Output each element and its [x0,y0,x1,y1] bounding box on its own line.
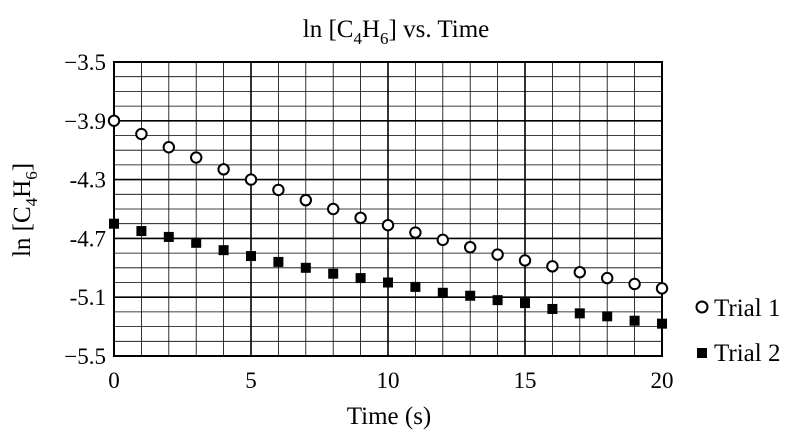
y-tick-label: -5.1 [70,285,106,310]
legend-marker-trial-2 [697,348,707,358]
data-point-trial-1 [162,141,176,154]
data-point-trial-2 [629,315,640,326]
data-point-trial-1 [573,266,586,279]
data-point-trial-1 [244,173,258,186]
data-point-trial-1 [217,163,230,176]
data-point-trial-2 [410,281,421,292]
data-point-trial-2 [218,245,229,256]
plot-frame [113,61,663,357]
data-point-trial-2 [163,231,174,242]
y-tick-label: −3.9 [64,109,106,134]
data-point-trial-1 [107,114,121,128]
y-tick-label: −5.5 [64,344,106,369]
data-point-trial-1 [628,277,641,291]
data-point-trial-1 [135,127,148,141]
data-point-trial-2 [273,256,284,267]
data-point-trial-1 [190,151,203,164]
y-tick-label: −3.5 [64,50,106,75]
data-point-trial-2 [191,237,202,248]
data-point-trial-1 [518,254,532,267]
x-tick-label: 20 [651,368,674,393]
data-points [107,114,669,329]
data-point-trial-1 [354,211,367,225]
data-point-trial-1 [327,202,340,216]
legend: Trial 1 Trial 2 [695,295,780,367]
data-point-trial-2 [657,318,667,329]
data-point-trial-1 [272,183,285,197]
data-point-trial-2 [602,311,613,322]
data-point-trial-2 [355,273,366,284]
tick-labels: 0 5 10 15 20 −3.5 −3.9 -4.3 -4.7 -5.1 −5.5 [64,50,673,393]
data-point-trial-2 [383,277,393,288]
y-tick-label: -4.7 [70,226,106,251]
y-axis-label: ln [C4H6] [9,163,41,257]
legend-label-trial-2: Trial 2 [714,340,780,367]
chart-title: ln [C4H6] vs. Time [303,16,490,48]
data-point-trial-1 [655,282,669,295]
data-point-trial-2 [109,218,119,229]
data-point-trial-2 [328,268,339,279]
data-point-trial-1 [299,193,312,207]
x-tick-label: 15 [514,368,537,393]
data-point-trial-2 [520,298,530,309]
data-point-trial-1 [546,260,559,273]
x-tick-label: 10 [377,368,400,393]
x-axis-label: Time (s) [347,403,432,430]
data-point-trial-2 [300,262,311,273]
data-point-trial-2 [465,290,476,301]
data-point-trial-2 [437,287,448,298]
data-point-trial-1 [436,233,449,247]
x-tick-label: 5 [245,368,257,393]
y-tick-label: -4.3 [70,168,106,193]
x-tick-label: 0 [108,368,120,393]
data-point-trial-2 [136,226,147,237]
data-point-trial-2 [547,303,558,314]
data-point-trial-1 [381,218,395,232]
data-point-trial-2 [492,295,503,306]
data-point-trial-1 [601,271,614,285]
data-point-trial-1 [464,241,477,254]
data-point-trial-1 [409,226,422,239]
data-point-trial-2 [246,251,256,262]
grid [113,61,663,357]
legend-marker-trial-1 [695,300,709,314]
data-point-trial-1 [491,248,504,261]
data-point-trial-2 [574,308,585,319]
legend-label-trial-1: Trial 1 [714,295,780,322]
